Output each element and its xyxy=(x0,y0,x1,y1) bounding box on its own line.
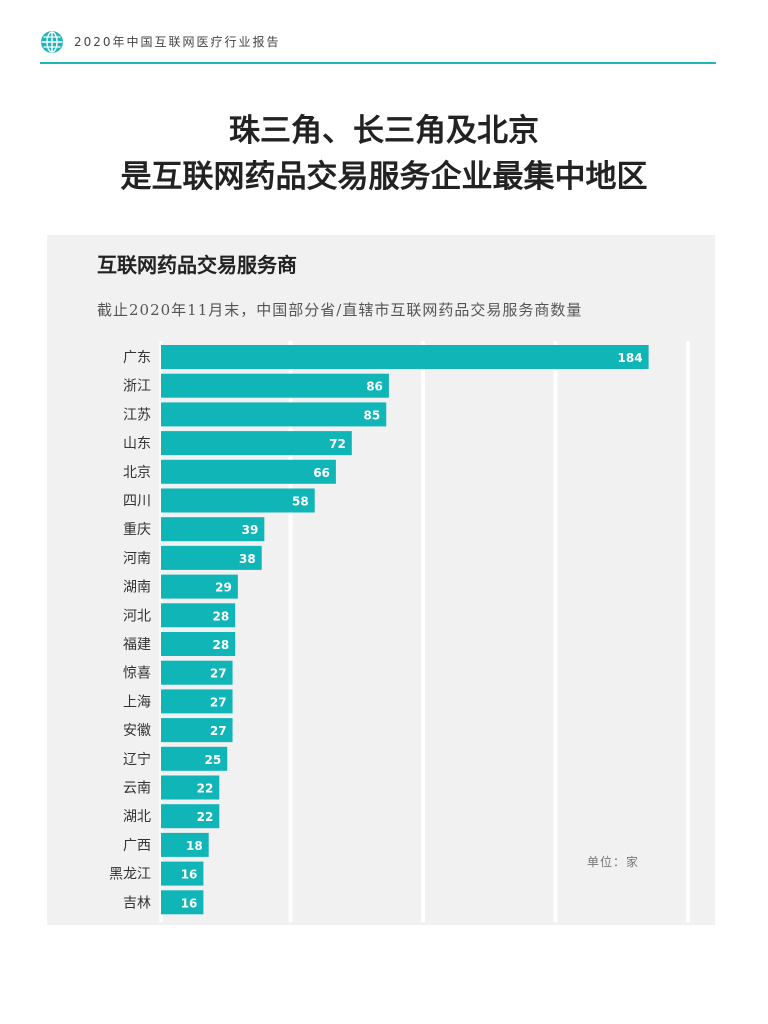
bar xyxy=(161,746,228,771)
bar xyxy=(161,718,233,743)
bar xyxy=(161,345,649,369)
bar xyxy=(161,603,236,628)
category-label: 湖南 xyxy=(123,580,151,596)
header-divider xyxy=(40,62,716,64)
category-label: 上海 xyxy=(123,694,151,710)
globe-icon xyxy=(41,31,63,53)
category-label: 广东 xyxy=(123,350,151,366)
chart-title: 互联网药品交易服务商 xyxy=(97,253,297,277)
data-label: 27 xyxy=(210,667,227,681)
data-label: 25 xyxy=(205,753,222,767)
bar xyxy=(161,832,209,857)
category-label: 吉林 xyxy=(123,895,151,911)
bar xyxy=(161,431,352,456)
data-label: 29 xyxy=(215,581,232,595)
category-label: 云南 xyxy=(123,781,151,797)
bar-chart: 广东 184 浙江 86 江苏 85 山东 72 北京 66 四川 58 重庆 39 河南 38 湖南 29 河北 2… xyxy=(109,341,690,923)
category-label: 福建 xyxy=(123,637,151,653)
data-label: 22 xyxy=(197,810,214,824)
bar xyxy=(161,890,204,915)
category-label: 重庆 xyxy=(123,522,151,538)
bar xyxy=(161,804,220,829)
data-label: 58 xyxy=(292,495,309,509)
category-label: 湖北 xyxy=(123,809,151,825)
bar xyxy=(161,574,238,599)
data-label: 28 xyxy=(212,638,229,652)
page-title-line-1: 珠三角、长三角及北京 xyxy=(229,113,539,149)
category-label: 黑龙江 xyxy=(109,867,151,883)
category-label: 安徽 xyxy=(123,723,151,739)
bar xyxy=(161,459,336,484)
category-label: 惊喜 xyxy=(123,666,151,682)
bar xyxy=(161,373,389,398)
bar xyxy=(161,660,233,685)
bar xyxy=(161,689,233,714)
data-label: 38 xyxy=(239,552,256,566)
category-label: 山东 xyxy=(123,436,151,452)
category-label: 河南 xyxy=(123,551,151,567)
data-label: 86 xyxy=(366,380,383,394)
data-label: 18 xyxy=(186,839,203,853)
data-label: 184 xyxy=(618,351,643,365)
bar xyxy=(161,632,236,656)
report-title: 2020年中国互联网医疗行业报告 xyxy=(74,35,281,49)
data-label: 66 xyxy=(313,466,330,480)
chart-panel: 互联网药品交易服务商 截止2020年11月末，中国部分省/直辖市互联网药品交易服… xyxy=(47,235,715,925)
data-label: 28 xyxy=(212,609,229,623)
chart-subtitle: 截止2020年11月末，中国部分省/直辖市互联网药品交易服务商数量 xyxy=(97,301,583,319)
data-label: 27 xyxy=(210,724,227,738)
bar xyxy=(161,775,220,800)
data-label: 72 xyxy=(329,437,346,451)
page-title-line-2: 是互联网药品交易服务企业最集中地区 xyxy=(120,159,648,195)
category-label: 四川 xyxy=(123,494,151,510)
bar xyxy=(161,517,265,542)
data-label: 85 xyxy=(364,408,381,422)
data-label: 27 xyxy=(210,695,227,709)
unit-label: 单位：家 xyxy=(587,855,640,869)
category-label: 北京 xyxy=(123,465,151,481)
page-title: 珠三角、长三角及北京 是互联网药品交易服务企业最集中地区 xyxy=(0,108,768,200)
bar xyxy=(161,545,262,570)
category-label: 河北 xyxy=(123,608,151,624)
data-label: 16 xyxy=(181,868,198,882)
category-label: 江苏 xyxy=(123,407,151,423)
data-label: 16 xyxy=(181,896,198,910)
category-label: 辽宁 xyxy=(123,751,151,768)
data-label: 22 xyxy=(197,782,214,796)
category-label: 浙江 xyxy=(123,379,151,395)
data-label: 39 xyxy=(242,523,259,537)
bar xyxy=(161,488,315,513)
bar xyxy=(161,861,204,886)
category-label: 广西 xyxy=(123,838,151,854)
report-header: 2020年中国互联网医疗行业报告 xyxy=(40,30,716,64)
bar xyxy=(161,402,387,427)
